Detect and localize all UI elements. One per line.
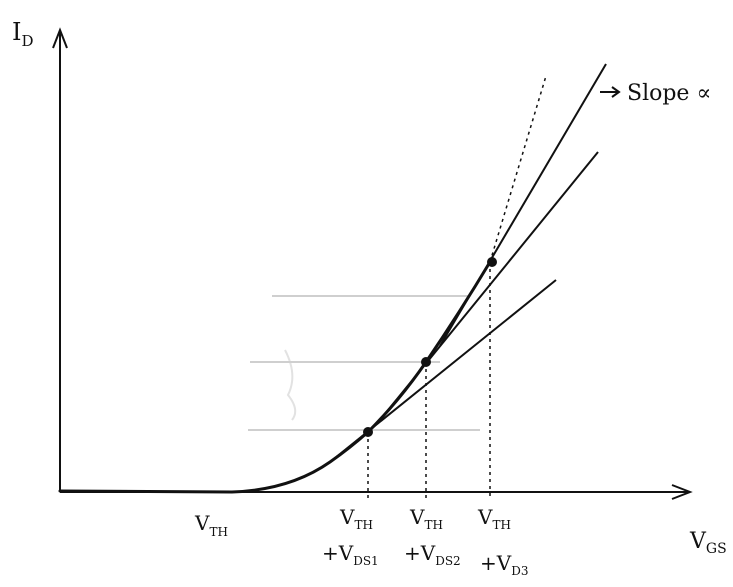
tick-3-top-main: V (477, 505, 493, 529)
svg-text:VTH: VTH (409, 505, 443, 532)
vth-label-main: V (194, 511, 210, 535)
svg-text:+VD3: +VD3 (480, 551, 528, 578)
erased-marks (248, 295, 480, 431)
y-axis-label-main: I (12, 18, 21, 46)
y-axis-arrowhead (52, 27, 68, 49)
tick-1-top-sub: TH (354, 518, 372, 532)
tick-label-vd3: VTH +VD3 (477, 505, 528, 578)
tick-1-bottom-main: +V (322, 541, 354, 565)
tick-2-bottom-sub: DS2 (435, 554, 460, 568)
slope-annotation-label: Slope ∝ (627, 81, 711, 106)
x-axis-label: VGS (689, 529, 727, 557)
y-axis-label-sub: D (21, 32, 33, 50)
svg-text:ID: ID (12, 18, 34, 50)
svg-text:VTH: VTH (194, 511, 228, 539)
x-axis-label-sub: GS (706, 541, 727, 557)
tick-2-bottom-main: +V (404, 541, 436, 565)
svg-text:+VDS2: +VDS2 (404, 541, 461, 568)
tick-label-vds2: VTH +VDS2 (404, 505, 461, 568)
svg-text:VGS: VGS (689, 529, 727, 557)
tick-1-top-main: V (339, 505, 355, 529)
tick-label-vds1: VTH +VDS1 (322, 505, 379, 568)
svg-text:VTH: VTH (339, 505, 373, 532)
x-axis-label-main: V (689, 529, 707, 554)
tick-1-bottom-sub: DS1 (353, 554, 378, 568)
tangent-lines (329, 63, 607, 463)
tick-3-bottom-sub: D3 (511, 564, 528, 578)
tick-2-top-sub: TH (424, 518, 442, 532)
tick-3-top-sub: TH (492, 518, 510, 532)
quadratic-extension (489, 75, 547, 263)
guide-lines (367, 75, 547, 498)
operating-points (363, 257, 497, 437)
x-axis-arrowhead (671, 484, 693, 500)
vth-label-sub: TH (209, 525, 227, 539)
slope-annotation: Slope ∝ (600, 81, 711, 106)
tick-2-top-main: V (409, 505, 425, 529)
point-vds1 (363, 427, 373, 437)
svg-text:VTH: VTH (477, 505, 511, 532)
point-vds2 (421, 357, 431, 367)
point-vd3 (487, 257, 497, 267)
tick-3-bottom-main: +V (480, 551, 512, 575)
y-axis-label: ID (12, 18, 34, 50)
slope-arrow-head (611, 86, 621, 98)
svg-text:+VDS1: +VDS1 (322, 541, 379, 568)
vth-label: VTH (194, 511, 228, 539)
